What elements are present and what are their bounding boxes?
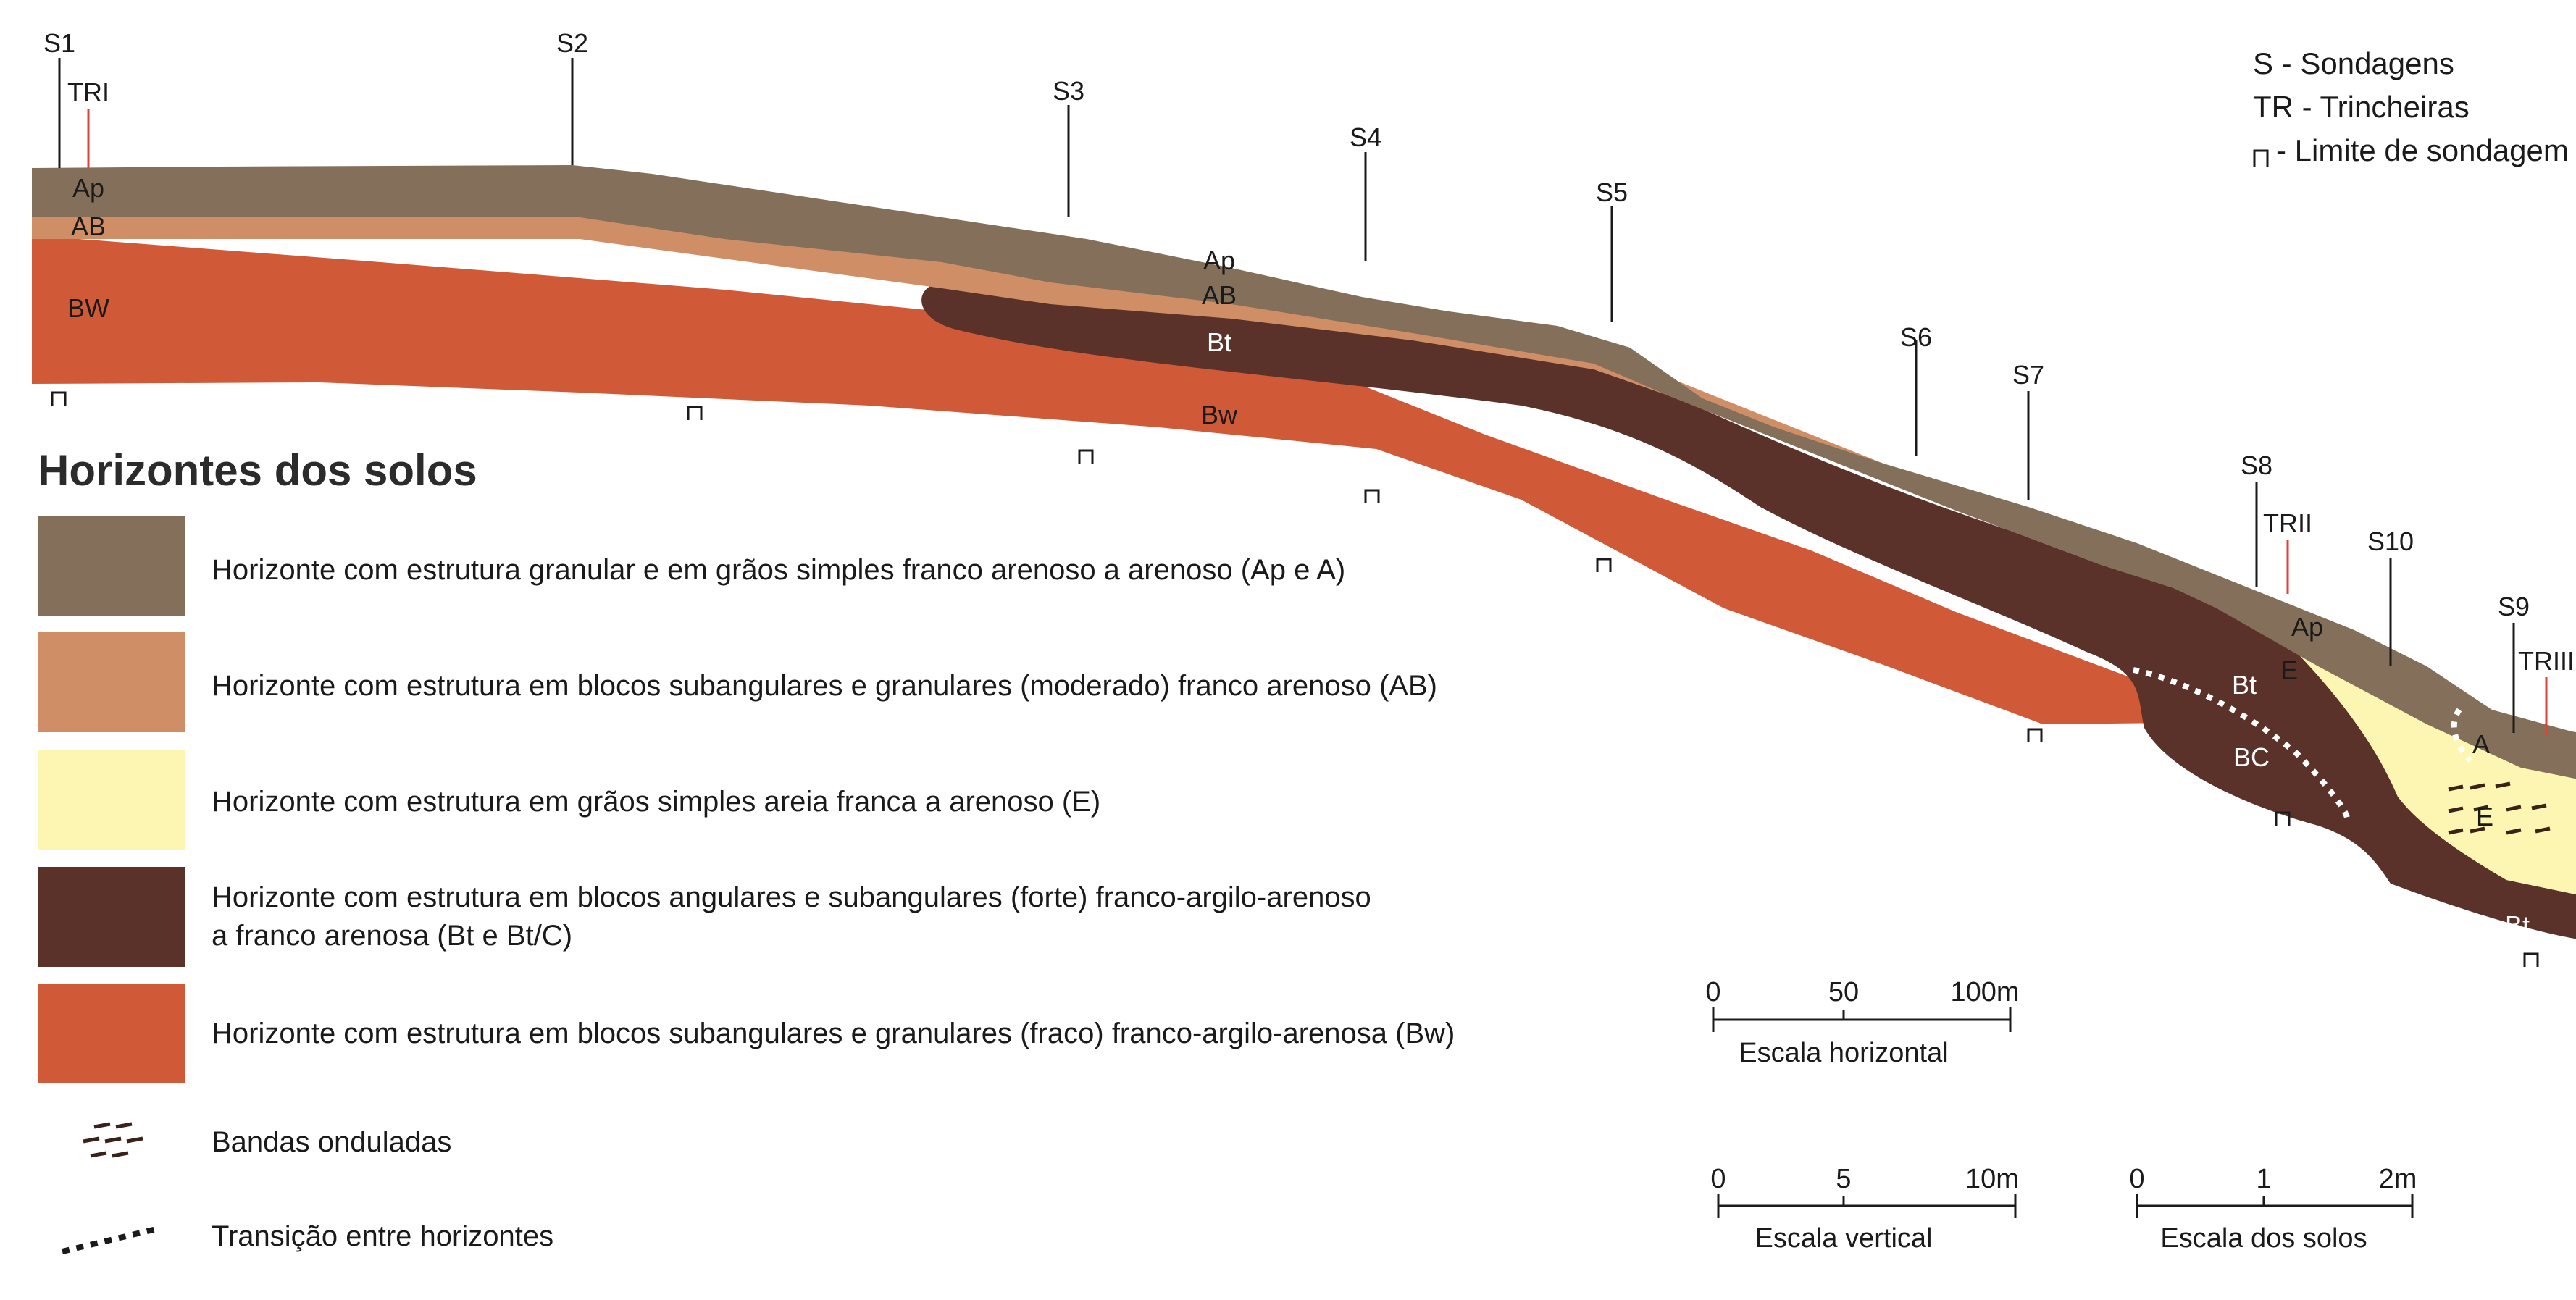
legend-text-bandas: Bandas onduladas — [212, 1126, 451, 1158]
trench-label-trii: TRII — [2263, 508, 2312, 538]
probe-label-s7: S7 — [2012, 360, 2044, 390]
horizon-label-ap-3: Ap — [2291, 612, 2323, 642]
horizon-bt-layer — [921, 282, 2576, 939]
bandas-onduladas-marks — [2448, 781, 2551, 835]
transition-line-2 — [2451, 708, 2472, 763]
scale-horizontal-tick-0: 0 — [1705, 977, 1720, 1007]
key-trincheiras: TR - Trincheiras — [2253, 90, 2470, 124]
probe-label-s3: S3 — [1053, 76, 1084, 106]
legend-text-ab: Horizonte com estrutura em blocos subang… — [212, 670, 1437, 702]
horizon-label-e-3: E — [2280, 655, 2298, 685]
probe-label-s5: S5 — [1596, 177, 1628, 207]
legend-text-e: Horizonte com estrutura em grãos simples… — [212, 786, 1100, 818]
key-limite: - Limite de sondagem — [2276, 133, 2569, 167]
horizon-bw-layer — [32, 217, 2173, 724]
legend-swatch-ab — [38, 632, 185, 732]
legend-bandas-icon — [83, 1122, 143, 1158]
horizon-label-bt-3: Bt — [2232, 670, 2257, 700]
legend-swatch-e — [38, 750, 185, 850]
trench-label-tri: TRI — [67, 77, 109, 107]
probe-label-s9: S9 — [2498, 592, 2530, 621]
horizon-label-ap-1: Ap — [72, 173, 104, 203]
scale-horizontal-tick-2: 100m — [1950, 977, 2019, 1007]
legend-text-bt: Horizonte com estrutura em blocos angula… — [212, 881, 1371, 913]
scale-solos-label: Escala dos solos — [2160, 1223, 2367, 1254]
horizon-label-ab-1: AB — [71, 211, 106, 241]
scale-vertical-label: Escala vertical — [1755, 1223, 1933, 1254]
horizon-label-a-4: A — [2472, 729, 2490, 759]
transition-line-1 — [2133, 667, 2350, 819]
horizon-ab-layer — [32, 217, 2195, 588]
horizon-label-bc-3: BC — [2233, 742, 2270, 772]
horizon-label-ab-2: AB — [1202, 280, 1237, 310]
probe-label-s6: S6 — [1900, 322, 1932, 352]
probe-label-s1: S1 — [43, 28, 75, 58]
legend-text-ap: Horizonte com estrutura granular e em gr… — [212, 554, 1345, 586]
scale-solos-bar — [2136, 1194, 2414, 1218]
probe-lines — [58, 58, 2515, 733]
horizon-ap-layer — [32, 165, 2576, 779]
legend-text-bt-2: a franco arenosa (Bt e Bt/C) — [212, 920, 572, 952]
scale-solos-tick-0: 0 — [2129, 1164, 2144, 1194]
scale-solos-tick-1: 1 — [2256, 1164, 2271, 1194]
legend-swatch-bt — [38, 867, 185, 967]
legend-text-bw: Horizonte com estrutura em blocos subang… — [212, 1018, 1455, 1049]
horizon-label-bw-1: BW — [67, 293, 109, 323]
horizon-label-bw-2: Bw — [1201, 400, 1238, 429]
probe-label-s2: S2 — [556, 28, 588, 58]
scale-horizontal-label: Escala horizontal — [1739, 1038, 1948, 1068]
trench-lines — [87, 109, 2548, 735]
probe-label-s10: S10 — [2367, 527, 2414, 556]
probe-label-s8: S8 — [2241, 450, 2272, 480]
scale-solos-tick-2: 2m — [2379, 1164, 2417, 1194]
legend-transicao-icon — [62, 1225, 160, 1254]
scale-horizontal-bar — [1712, 1007, 2012, 1032]
legend-swatch-ap — [38, 516, 185, 616]
scale-horizontal-tick-1: 50 — [1828, 977, 1859, 1007]
probe-label-s4: S4 — [1350, 122, 1381, 152]
horizon-label-bt-4: Bt — [2505, 910, 2530, 940]
trench-label-triii: TRIII — [2518, 646, 2575, 676]
horizon-label-ap-2: Ap — [1203, 246, 1235, 275]
key-sondagens: S - Sondagens — [2253, 46, 2454, 80]
legend-text-transicao: Transição entre horizontes — [212, 1220, 553, 1252]
legend-title: Horizontes dos solos — [38, 446, 477, 495]
horizon-label-bt-2: Bt — [1207, 327, 1231, 357]
scale-vertical-tick-0: 0 — [1710, 1164, 1726, 1194]
scale-vertical-bar — [1717, 1194, 2017, 1218]
scale-vertical-tick-1: 5 — [1836, 1164, 1851, 1194]
horizon-label-e-4: E — [2476, 802, 2493, 831]
key-limit-icon — [2253, 149, 2269, 167]
horizon-e-layer — [2173, 583, 2576, 894]
scale-vertical-tick-2: 10m — [1965, 1164, 2019, 1194]
probe-limit-marks — [51, 391, 2539, 967]
legend-swatch-bw — [38, 984, 185, 1083]
